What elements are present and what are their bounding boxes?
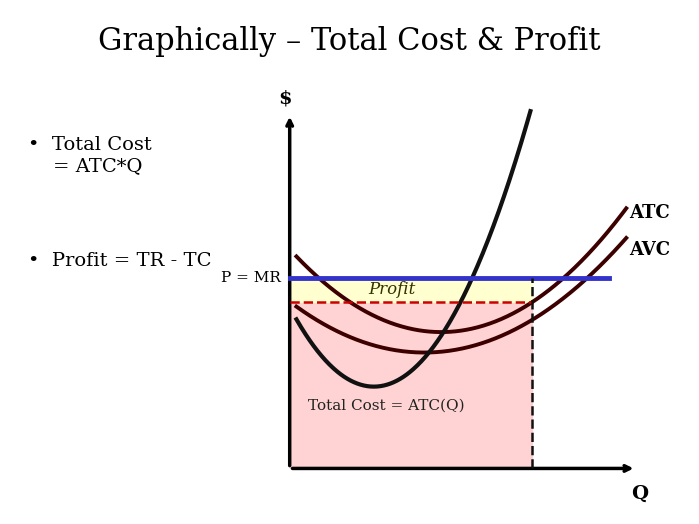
Text: •  Total Cost
    = ATC*Q: • Total Cost = ATC*Q [28, 136, 152, 175]
Text: P = MR: P = MR [222, 270, 281, 285]
Text: Q: Q [631, 484, 648, 503]
Text: Graphically – Total Cost & Profit: Graphically – Total Cost & Profit [99, 26, 600, 57]
Text: ATC: ATC [630, 204, 670, 222]
Text: •  Profit = TR - TC: • Profit = TR - TC [28, 252, 212, 269]
Text: AVC: AVC [630, 241, 671, 259]
Text: Total Cost = ATC(Q): Total Cost = ATC(Q) [308, 398, 465, 412]
Text: $: $ [278, 89, 291, 107]
Text: Profit: Profit [368, 281, 415, 298]
